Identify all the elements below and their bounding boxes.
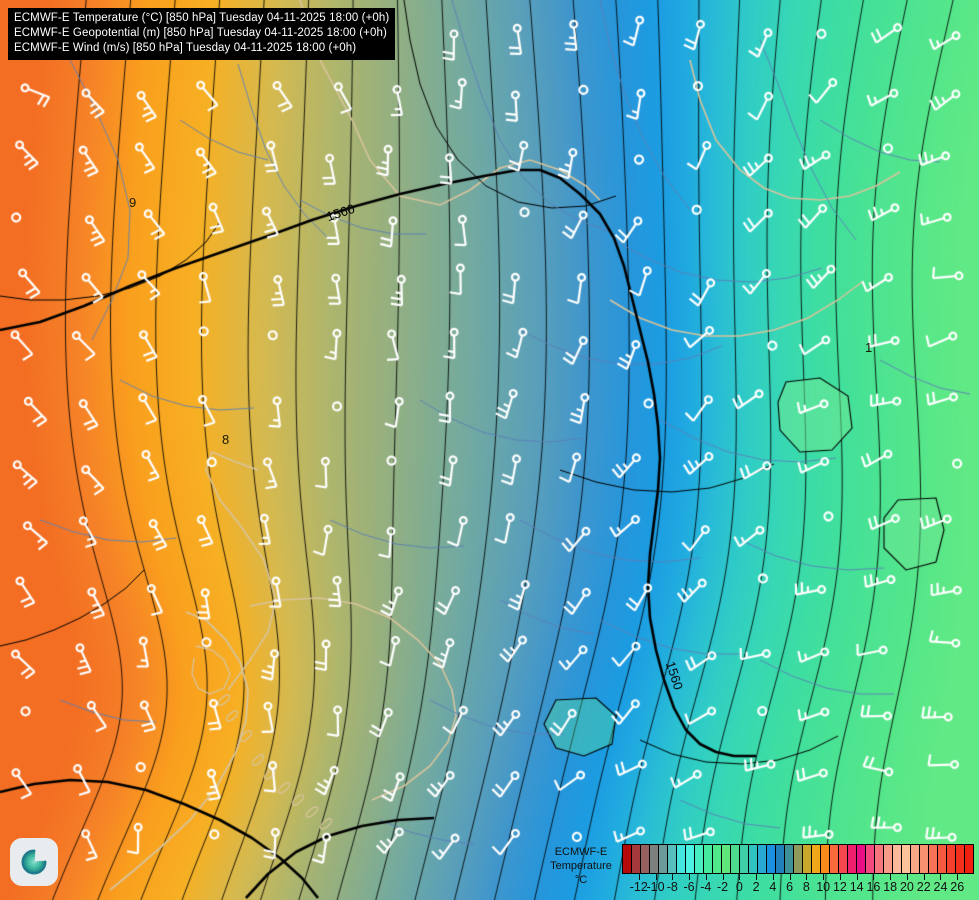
colorbar-swatch (830, 845, 839, 873)
colorbar-tick-label: 4 (769, 880, 777, 894)
colorbar-tick (655, 874, 657, 880)
colorbar-tick-label: 20 (899, 880, 914, 894)
colorbar-tick-label: 22 (916, 880, 931, 894)
colorbar-swatch (920, 845, 929, 873)
cyclone-swirl-icon (21, 849, 47, 875)
isotherm-label: 9 (129, 195, 137, 210)
colorbar-swatch (803, 845, 812, 873)
colorbar-swatch (929, 845, 938, 873)
colorbar-swatch (875, 845, 884, 873)
colorbar-swatch (866, 845, 875, 873)
colorbar-tick-label: -4 (700, 880, 712, 894)
colorbar-tick (856, 874, 858, 880)
colorbar-swatch (758, 845, 767, 873)
colorbar-swatch (722, 845, 731, 873)
colorbar-tick-label: -10 (646, 880, 665, 894)
colorbar-tick (823, 874, 825, 880)
title-line-wind: ECMWF-E Wind (m/s) [850 hPa] Tuesday 04-… (14, 42, 357, 54)
legend-title-units: °C (574, 874, 588, 886)
colorbar-tick-label: 24 (933, 880, 948, 894)
colorbar-tick-labels: -12 -10 -8 -6 -4 -2 0 2 4 6 8 10 12 14 16 18 20 22 24 26 (622, 880, 974, 898)
colorbar-swatch (902, 845, 911, 873)
colorbar-tick (789, 874, 791, 880)
legend-title-model: ECMWF-E (554, 846, 608, 858)
colorbar-swatch (659, 845, 668, 873)
colorbar-tick (756, 874, 758, 880)
colorbar-tick (689, 874, 691, 880)
colorbar-swatch (965, 845, 973, 873)
colorbar-tick (672, 874, 674, 880)
colorbar-swatch (686, 845, 695, 873)
colorbar-tick (906, 874, 908, 880)
colorbar-swatch (749, 845, 758, 873)
colorbar (622, 844, 974, 874)
colorbar-tick (739, 874, 741, 880)
colorbar-swatch (704, 845, 713, 873)
cyclone-swirl-logo (10, 838, 58, 886)
colorbar-swatch (884, 845, 893, 873)
colorbar-tick (772, 874, 774, 880)
colorbar-swatch (821, 845, 830, 873)
map-title-block: ECMWF-E Temperature (°C) [850 hPa] Tuesd… (8, 8, 396, 60)
colorbar-tick-label: 14 (849, 880, 864, 894)
colorbar-tick (940, 874, 942, 880)
colorbar-swatch (911, 845, 920, 873)
colorbar-swatch (776, 845, 785, 873)
colorbar-tick (722, 874, 724, 880)
colorbar-tick (839, 874, 841, 880)
colorbar-swatch (785, 845, 794, 873)
legend-title: ECMWF-E Temperature °C (538, 845, 624, 887)
isotherm-label: 8 (222, 432, 230, 447)
temperature-legend: ECMWF-E Temperature °C -12 -10 -8 -6 -4 -2 0 2 4… (530, 843, 979, 900)
colorbar-swatch (839, 845, 848, 873)
colorbar-swatch (794, 845, 803, 873)
colorbar-wrapper (622, 844, 974, 874)
colorbar-tick-label: -2 (717, 880, 729, 894)
colorbar-tick (923, 874, 925, 880)
isotherm-label: 1 (865, 340, 873, 355)
colorbar-swatch (695, 845, 704, 873)
colorbar-swatch (713, 845, 722, 873)
colorbar-tick (957, 874, 959, 880)
title-line-temperature: ECMWF-E Temperature (°C) [850 hPa] Tuesd… (14, 12, 390, 24)
colorbar-tick-label: 10 (816, 880, 831, 894)
colorbar-swatch (731, 845, 740, 873)
colorbar-tick-label: 26 (950, 880, 965, 894)
colorbar-tick (890, 874, 892, 880)
colorbar-swatch (641, 845, 650, 873)
colorbar-tick-label: 6 (786, 880, 794, 894)
colorbar-swatch (623, 845, 632, 873)
colorbar-swatch (668, 845, 677, 873)
colorbar-tick (638, 874, 640, 880)
colorbar-tick-label: 0 (735, 880, 743, 894)
colorbar-swatch (857, 845, 866, 873)
title-line-geopotential: ECMWF-E Geopotential (m) [850 hPa] Tuesd… (14, 27, 387, 39)
colorbar-tick (873, 874, 875, 880)
colorbar-swatch (848, 845, 857, 873)
colorbar-tick-label: 16 (866, 880, 881, 894)
colorbar-tick-label: 8 (802, 880, 810, 894)
colorbar-swatch (767, 845, 776, 873)
colorbar-swatch (740, 845, 749, 873)
colorbar-tick-label: 12 (832, 880, 847, 894)
colorbar-swatch (632, 845, 641, 873)
colorbar-tick-label: -8 (666, 880, 678, 894)
colorbar-swatch (812, 845, 821, 873)
colorbar-swatch (938, 845, 947, 873)
colorbar-tick-label: 2 (752, 880, 760, 894)
colorbar-ticks (622, 874, 974, 881)
colorbar-swatch (893, 845, 902, 873)
colorbar-tick-label: -6 (683, 880, 695, 894)
colorbar-swatch (947, 845, 956, 873)
colorbar-tick (806, 874, 808, 880)
legend-title-variable: Temperature (550, 860, 612, 872)
colorbar-swatch (650, 845, 659, 873)
colorbar-tick-label: 18 (883, 880, 898, 894)
colorbar-tick-label: -12 (629, 880, 648, 894)
colorbar-swatch (677, 845, 686, 873)
colorbar-tick (705, 874, 707, 880)
colorbar-swatch (956, 845, 965, 873)
